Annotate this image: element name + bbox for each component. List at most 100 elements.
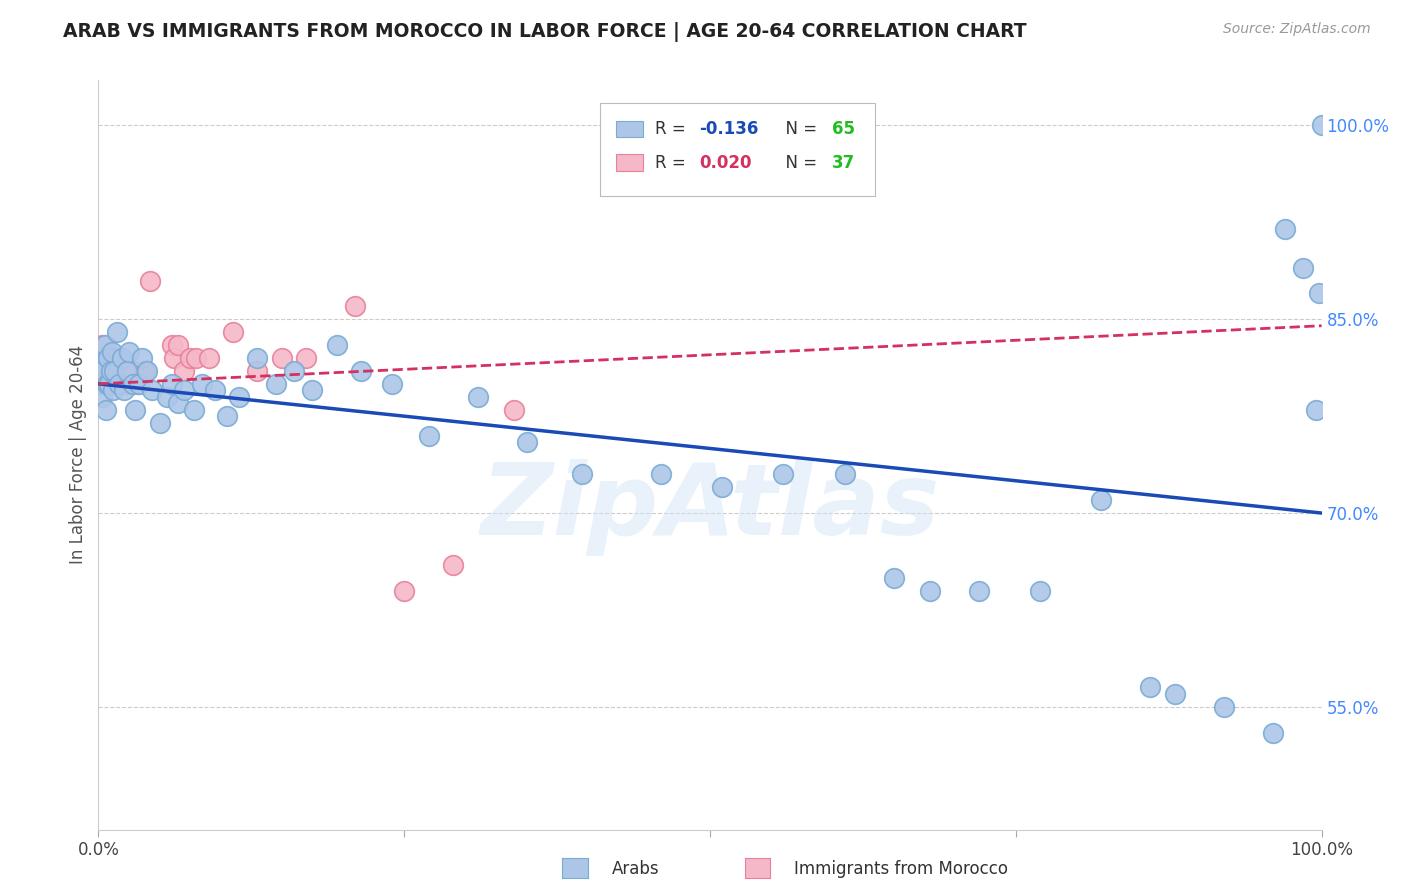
Point [1029, 583, 1052, 598]
Point [96, 376, 118, 391]
Text: 37: 37 [832, 153, 856, 171]
Point [222, 325, 245, 339]
Text: 65: 65 [832, 120, 855, 138]
Point [1212, 699, 1234, 714]
Point [711, 480, 734, 494]
Point [503, 402, 526, 417]
Point [834, 467, 856, 482]
Point [91, 364, 114, 378]
Text: -0.136: -0.136 [699, 120, 758, 138]
Point [101, 376, 124, 391]
Point [90, 358, 112, 372]
Text: Arabs: Arabs [612, 860, 659, 878]
Point [264, 376, 287, 391]
Point [121, 364, 143, 378]
Point [204, 384, 226, 398]
Point [107, 376, 129, 391]
Point [381, 376, 404, 391]
Point [101, 384, 124, 398]
Point [141, 384, 163, 398]
Text: ZipAtlas: ZipAtlas [481, 458, 939, 556]
Point [228, 390, 250, 404]
Text: N =: N = [775, 120, 823, 138]
Point [91, 376, 114, 391]
Point [1164, 687, 1187, 701]
Point [149, 416, 172, 430]
Point [134, 364, 156, 378]
Point [183, 402, 205, 417]
Point [191, 376, 214, 391]
Point [103, 364, 125, 378]
Point [118, 344, 141, 359]
Point [215, 409, 238, 424]
Point [1308, 286, 1330, 301]
Point [467, 390, 489, 404]
Point [418, 428, 440, 442]
Point [160, 376, 183, 391]
Point [121, 376, 143, 391]
Point [91, 338, 114, 352]
Point [101, 344, 124, 359]
Point [112, 364, 135, 378]
Point [98, 376, 121, 391]
Point [93, 364, 115, 378]
Bar [616, 120, 643, 137]
Point [1090, 493, 1112, 508]
Point [131, 351, 153, 365]
Point [301, 384, 323, 398]
Point [132, 364, 155, 378]
Point [117, 376, 139, 391]
Point [270, 351, 294, 365]
Point [96, 376, 118, 391]
Point [90, 376, 112, 391]
Point [128, 376, 150, 391]
Point [967, 583, 990, 598]
Point [350, 364, 373, 378]
Point [1305, 402, 1327, 417]
Point [101, 364, 124, 378]
Point [1274, 222, 1296, 236]
Point [94, 351, 117, 365]
Text: 0.020: 0.020 [699, 153, 752, 171]
Point [920, 583, 942, 598]
Point [100, 364, 122, 378]
Point [160, 338, 183, 352]
Point [163, 351, 186, 365]
Point [571, 467, 593, 482]
Point [110, 376, 132, 391]
Point [97, 364, 120, 378]
Point [167, 338, 190, 352]
Point [98, 376, 121, 391]
Point [124, 402, 146, 417]
Point [772, 467, 794, 482]
Point [136, 364, 159, 378]
Point [100, 351, 122, 365]
Point [173, 364, 195, 378]
Point [186, 351, 208, 365]
Point [650, 467, 672, 482]
Point [93, 338, 115, 352]
Point [89, 376, 111, 391]
Point [344, 299, 367, 313]
Point [283, 364, 305, 378]
Point [115, 364, 138, 378]
Point [173, 384, 195, 398]
Point [89, 351, 111, 365]
Point [91, 390, 114, 404]
Point [326, 338, 349, 352]
Point [1261, 725, 1284, 739]
Point [1310, 119, 1333, 133]
Point [112, 384, 135, 398]
Point [94, 402, 117, 417]
Point [197, 351, 219, 365]
Point [105, 325, 128, 339]
Point [139, 273, 162, 287]
Point [167, 396, 190, 410]
Text: Source: ZipAtlas.com: Source: ZipAtlas.com [1223, 22, 1371, 37]
Text: Immigrants from Morocco: Immigrants from Morocco [794, 860, 1008, 878]
Text: ARAB VS IMMIGRANTS FROM MOROCCO IN LABOR FORCE | AGE 20-64 CORRELATION CHART: ARAB VS IMMIGRANTS FROM MOROCCO IN LABOR… [63, 22, 1026, 42]
Text: R =: R = [655, 153, 690, 171]
Bar [616, 154, 643, 171]
Point [111, 351, 134, 365]
Point [515, 435, 537, 450]
